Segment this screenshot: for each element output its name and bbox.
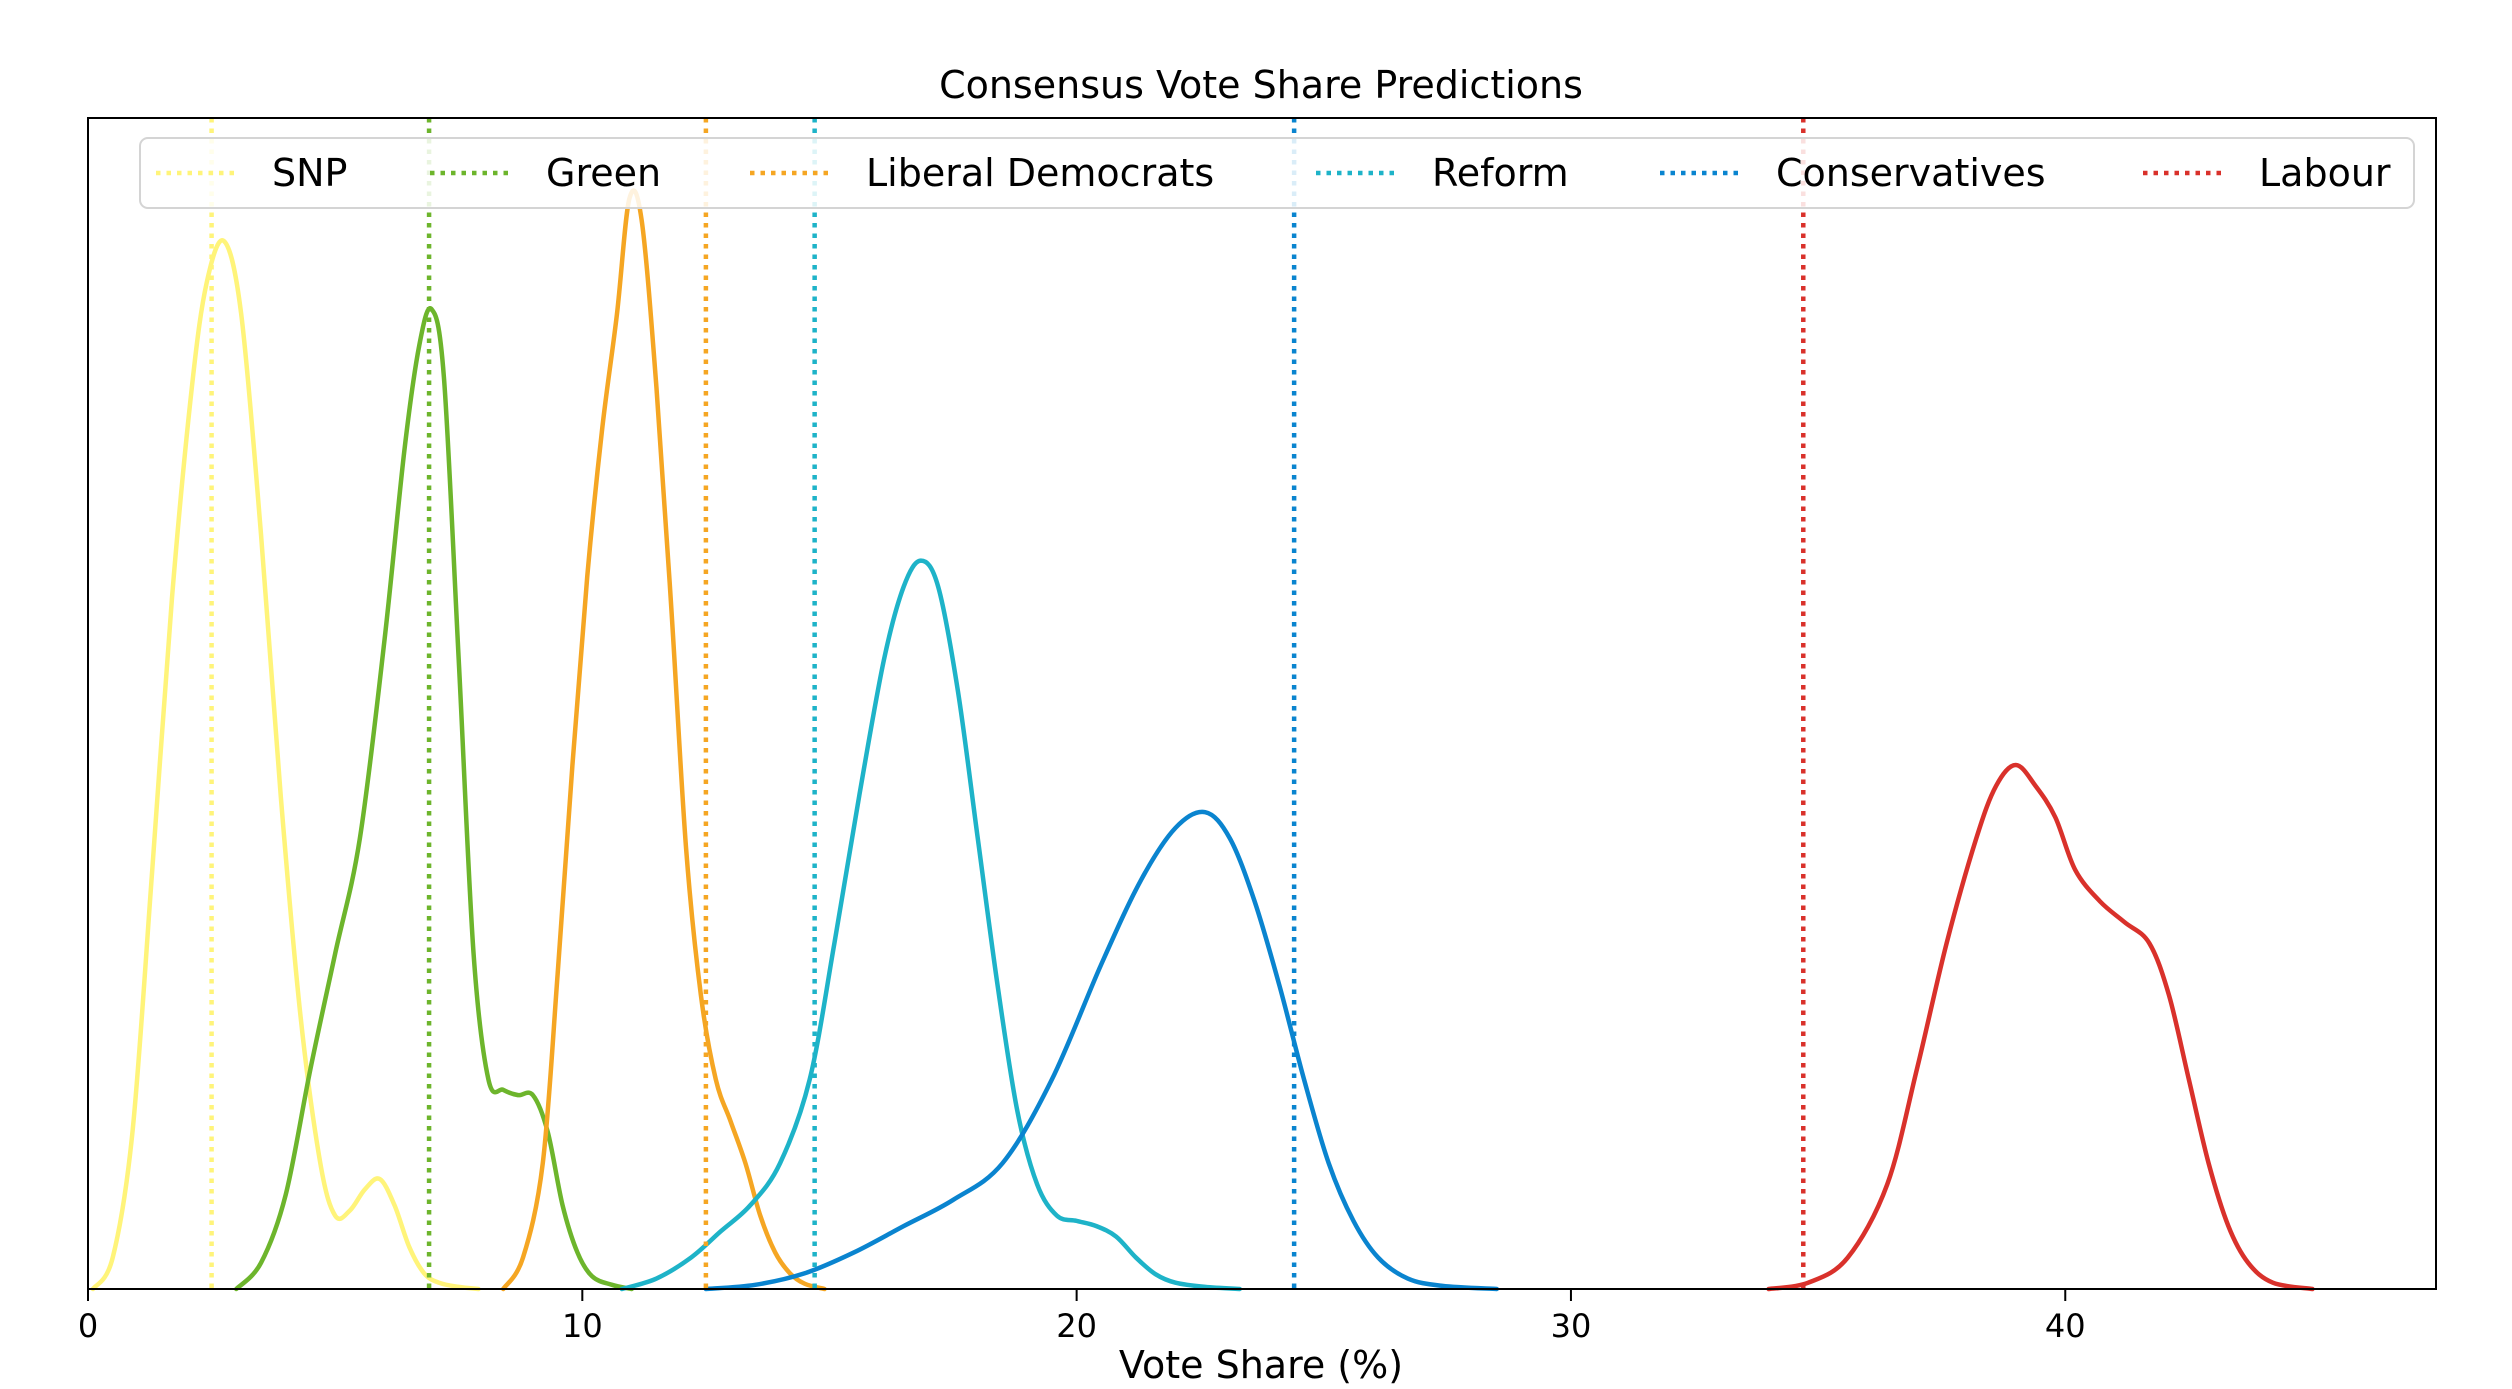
legend-label-snp: SNP (272, 151, 347, 195)
x-axis-label: Vote Share (%) (1119, 1343, 1403, 1384)
x-tick-label-10: 10 (562, 1307, 603, 1345)
x-tick-label-20: 20 (1056, 1307, 1097, 1345)
legend-item-liberal-democrats: Liberal Democrats (750, 151, 1214, 195)
legend-label-reform: Reform (1432, 151, 1569, 195)
x-tick-label-0: 0 (78, 1307, 98, 1345)
legend-item-labour: Labour (2143, 151, 2391, 195)
plot-area-frame (87, 117, 2437, 1290)
legend-item-snp: SNP (156, 151, 347, 195)
density-curves (90, 188, 2315, 1292)
legend-entries: SNP Green Liberal Democrats Reform Conservat… (156, 151, 2391, 195)
x-axis: 0 10 20 30 40 (78, 1289, 2086, 1345)
legend-box (139, 137, 2415, 209)
density-curve-snp (90, 238, 481, 1292)
x-tick-label-40: 40 (2045, 1307, 2086, 1345)
x-tick-label-30: 30 (1551, 1307, 1592, 1345)
legend-item-reform: Reform (1316, 151, 1569, 195)
density-curve-green (234, 305, 634, 1292)
density-curve-conservatives (703, 809, 1500, 1292)
legend-label-conservatives: Conservatives (1776, 151, 2046, 195)
legend-item-conservatives: Conservatives (1660, 151, 2046, 195)
legend-label-green: Green (546, 151, 661, 195)
chart-title: Consensus Vote Share Predictions (939, 63, 1583, 107)
consensus-lines (209, 118, 1806, 1289)
legend-label-liberal-democrats: Liberal Democrats (866, 151, 1214, 195)
legend: SNP Green Liberal Democrats Reform Conservat… (139, 137, 2415, 209)
density-curve-reform (619, 558, 1243, 1292)
density-curve-labour (1766, 762, 2315, 1292)
legend-item-green: Green (430, 151, 661, 195)
density-curve-liberal-democrats (500, 188, 827, 1292)
legend-label-labour: Labour (2259, 151, 2391, 195)
